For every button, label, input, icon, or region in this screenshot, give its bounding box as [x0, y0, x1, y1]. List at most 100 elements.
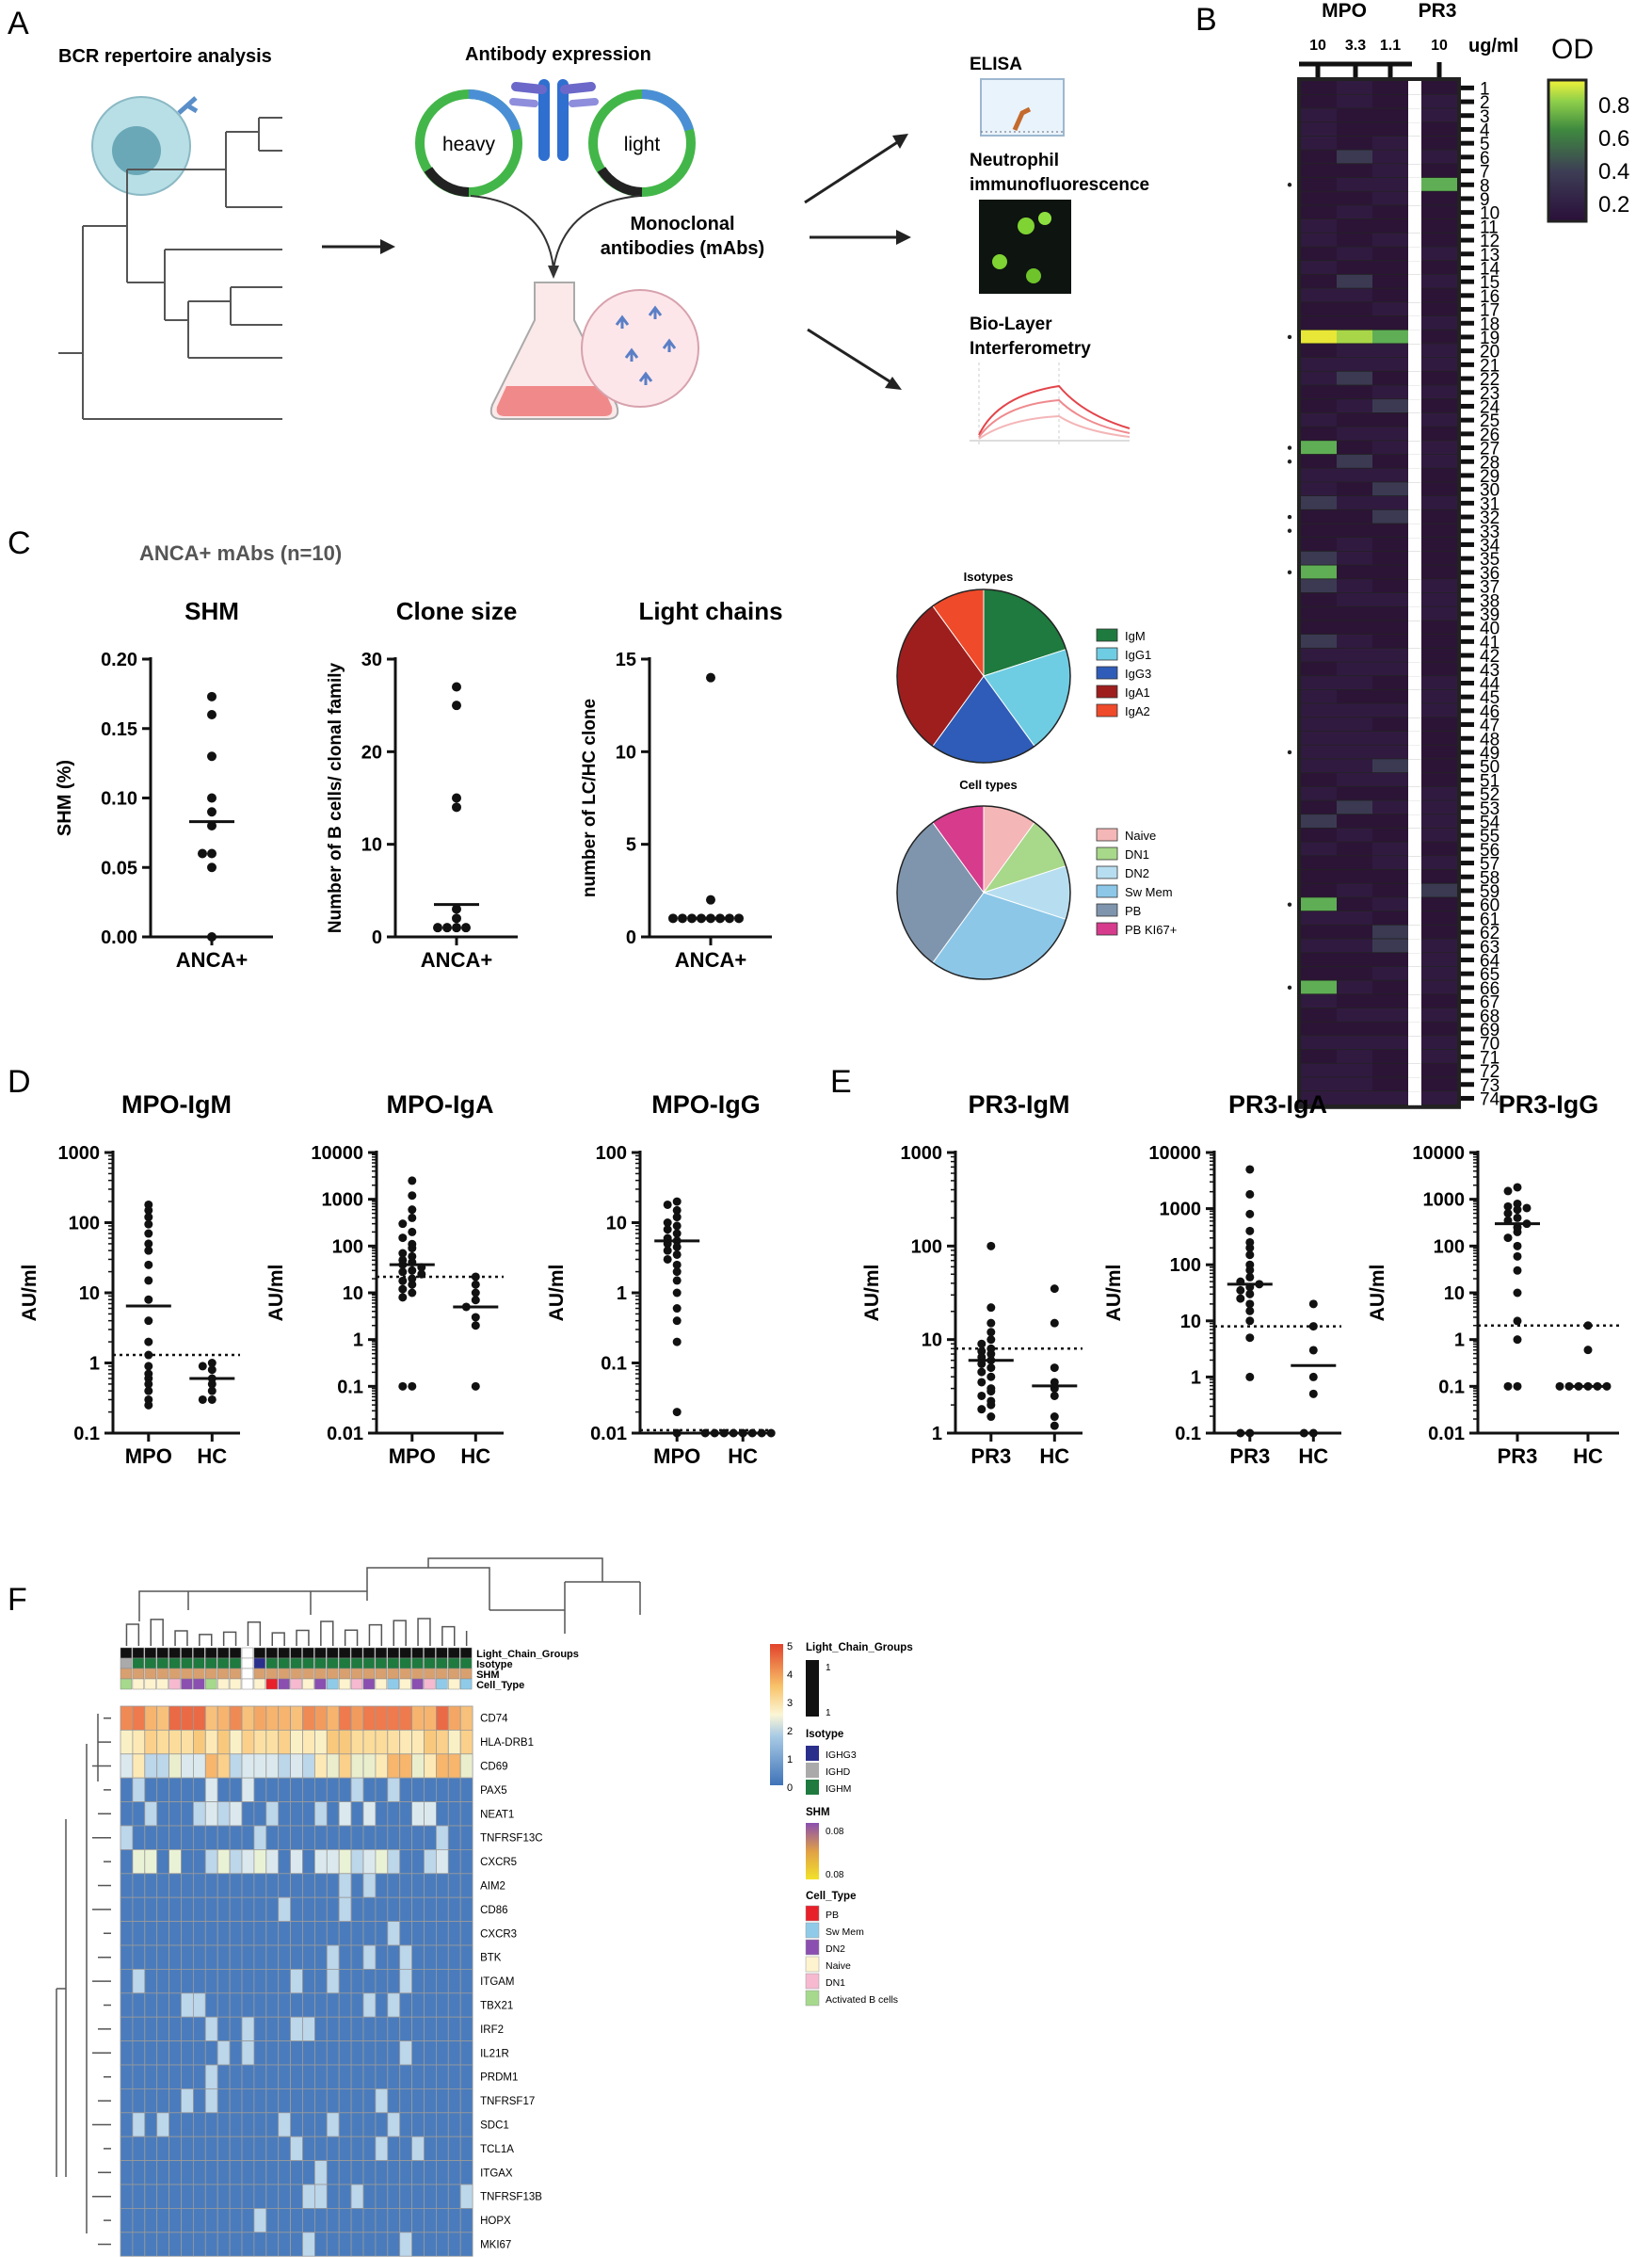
annot-cell-shm	[387, 1668, 399, 1680]
heatmap-spacer	[1408, 1008, 1421, 1023]
expression-cell	[338, 1921, 352, 1946]
expression-cell	[229, 1896, 243, 1922]
y-tick-label: 0.1	[1438, 1377, 1465, 1397]
y-tick-label: 0.10	[101, 789, 137, 810]
expression-cell	[387, 1777, 401, 1802]
expression-cell	[156, 1896, 169, 1922]
heatmap-spacer	[1408, 427, 1421, 442]
expression-cell	[229, 2112, 243, 2137]
data-point	[1245, 1306, 1255, 1315]
annot-cell-celltype	[168, 1678, 181, 1690]
row-label: 17	[1480, 301, 1500, 321]
heatmap-cell	[1301, 108, 1337, 122]
heatmap-cell	[1372, 1091, 1408, 1104]
heatmap-cell	[1372, 592, 1408, 606]
expression-cell	[350, 2207, 364, 2233]
row-label: 63	[1480, 938, 1500, 958]
gene-label: ITGAM	[480, 1976, 514, 1988]
expression-cell	[338, 2184, 352, 2209]
column-annotations	[120, 1647, 473, 1690]
data-point	[1050, 1391, 1059, 1400]
heatmap-cell	[1421, 427, 1457, 441]
heatmap-cell	[1372, 344, 1408, 358]
heatmap-cell	[1301, 482, 1337, 496]
expression-cell	[120, 2088, 134, 2114]
expression-cell	[278, 2232, 292, 2257]
legend-label: DN1	[826, 1977, 845, 1989]
heatmap-cell	[1372, 814, 1408, 828]
legend-swatch	[1096, 703, 1118, 717]
heatmap-cell	[1372, 869, 1408, 883]
expression-cell	[192, 1777, 206, 1802]
data-point	[1583, 1346, 1593, 1355]
shm-swatch	[806, 1823, 819, 1879]
expression-cell	[265, 2064, 280, 2089]
expression-cell	[302, 1849, 315, 1875]
expression-cell	[411, 2184, 425, 2209]
expression-cell	[181, 1825, 194, 1850]
expression-cell	[326, 1849, 340, 1875]
expression-cell	[192, 2040, 206, 2066]
plot-title: Clone size	[396, 597, 518, 625]
expression-cell	[156, 1849, 169, 1875]
positive-marker-dot	[1287, 183, 1292, 187]
expression-cell	[424, 1849, 437, 1875]
expression-cell	[181, 2112, 194, 2137]
data-point	[1245, 1289, 1255, 1298]
annot-cell-lc	[229, 1647, 242, 1659]
annot-cell-celltype	[132, 1678, 145, 1690]
expression-cell	[204, 1944, 218, 1970]
heatmap-cell	[1337, 662, 1372, 676]
expression-cell	[156, 2088, 169, 2114]
expression-cell	[338, 1992, 352, 2018]
y-tick-label: 1	[1454, 1330, 1465, 1351]
annot-cell-isotype	[132, 1657, 145, 1669]
heatmap-cell	[1301, 233, 1337, 247]
expression-cell	[132, 2088, 146, 2114]
x-tick-label: PR3	[1498, 1444, 1538, 1468]
data-point	[1513, 1241, 1522, 1250]
heatmap-cell	[1421, 233, 1457, 247]
row-label: 32	[1480, 508, 1500, 528]
expression-cell	[217, 1777, 231, 1802]
expression-cell	[424, 1921, 437, 1946]
plot-title: MPO-IgG	[651, 1090, 761, 1119]
row-label: 11	[1480, 218, 1499, 237]
expression-cell	[253, 2136, 267, 2161]
legend-swatch	[1096, 865, 1118, 879]
expression-cell	[192, 1992, 206, 2018]
heatmap-spacer	[1408, 925, 1421, 940]
expression-cell	[120, 1992, 134, 2018]
data-point	[144, 1260, 153, 1269]
expression-cell	[313, 1801, 328, 1827]
expression-cell	[399, 2112, 413, 2137]
expression-cell	[168, 1992, 182, 2018]
expression-cell	[132, 1730, 146, 1755]
expression-cell	[350, 1992, 364, 2018]
data-point	[144, 1213, 153, 1222]
expression-cell	[375, 1921, 389, 1946]
expression-cell	[253, 1873, 267, 1898]
expression-cell	[362, 1753, 377, 1779]
expression-cell	[447, 1992, 461, 2018]
elisa-label: ELISA	[970, 55, 1022, 74]
annot-cell-shm	[168, 1668, 181, 1680]
expression-cell	[387, 2112, 401, 2137]
expression-cell	[278, 2064, 292, 2089]
expression-cell	[192, 2112, 206, 2137]
heatmap-cell	[1421, 177, 1457, 191]
y-axis-label: AU/ml	[861, 1265, 883, 1322]
expression-cell	[156, 2160, 169, 2185]
expression-cell	[144, 2112, 158, 2137]
culture-flask-icon	[489, 282, 699, 420]
gene-label: TBX21	[480, 2001, 513, 2012]
data-point	[1503, 1201, 1513, 1211]
expression-cell	[326, 2184, 340, 2209]
expression-cell	[156, 1968, 169, 1994]
heatmap-cell	[1301, 745, 1337, 759]
expression-cell	[387, 1968, 401, 1994]
expression-cell	[338, 2040, 352, 2066]
expression-cell	[435, 1730, 449, 1755]
heatmap-cell	[1421, 454, 1457, 468]
expression-cell	[253, 1849, 267, 1875]
